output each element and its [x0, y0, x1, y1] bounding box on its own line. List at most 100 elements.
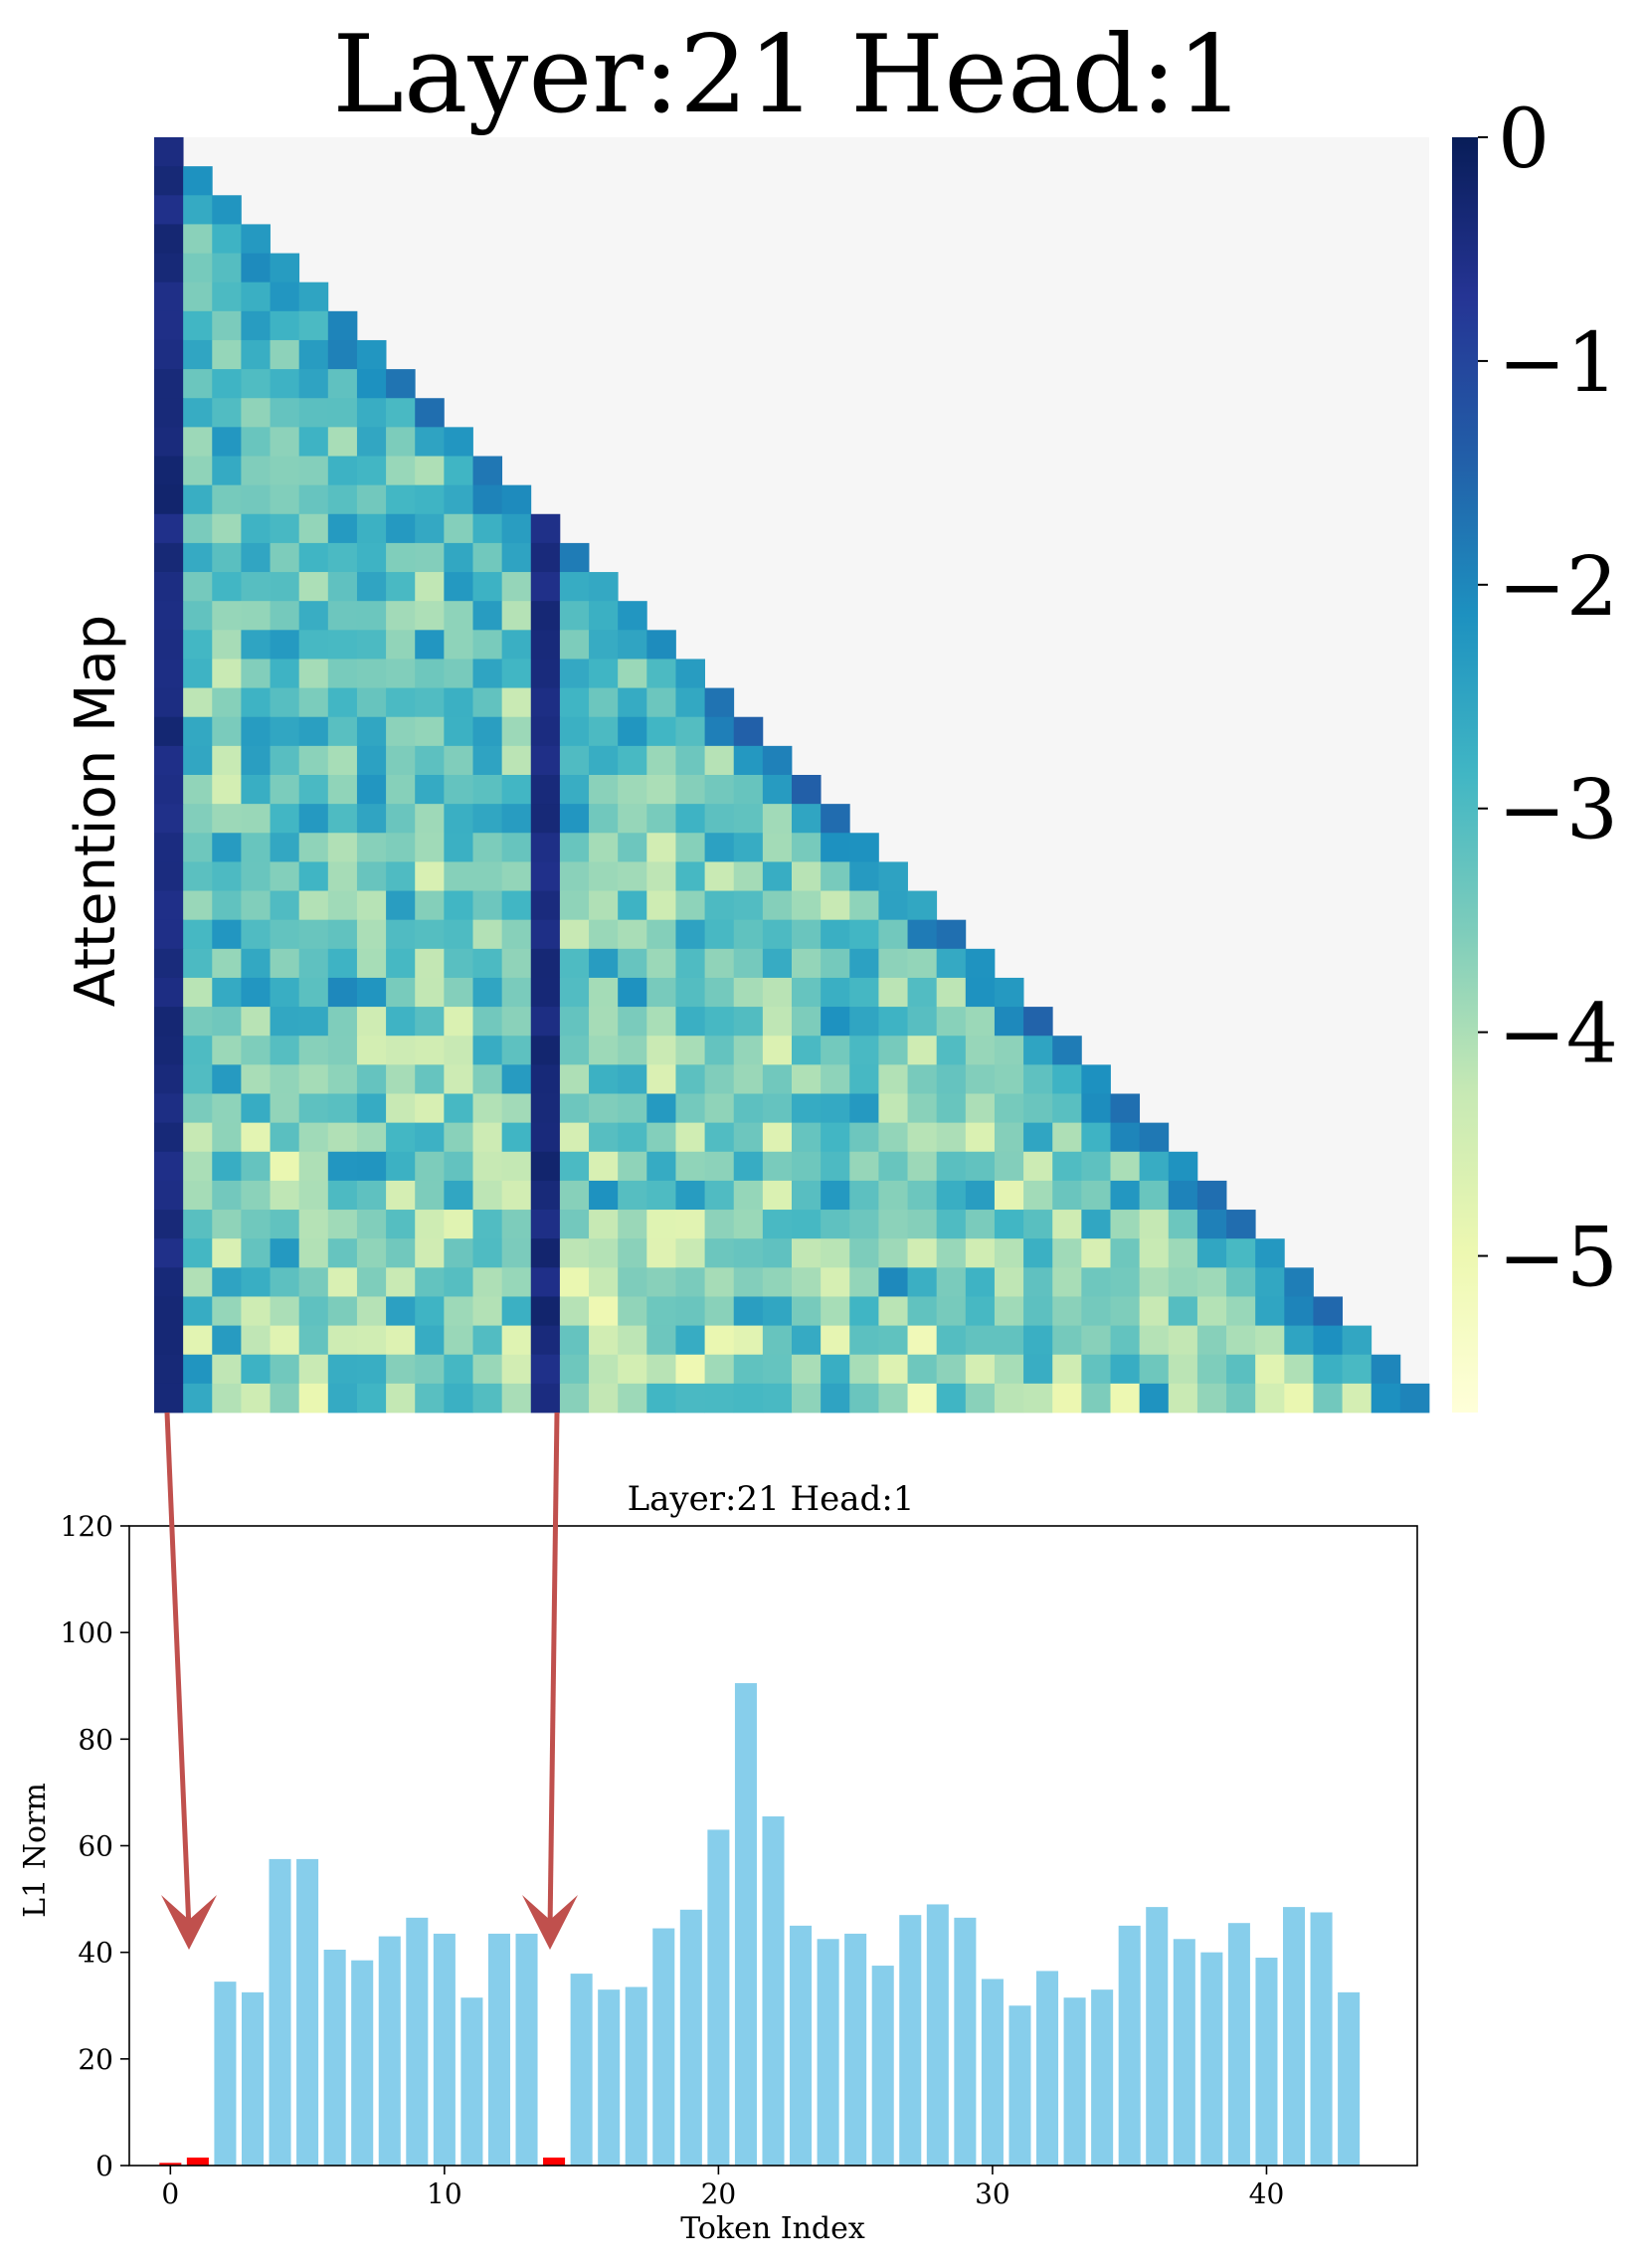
heatmap-cell — [965, 977, 996, 1008]
bar — [1173, 1939, 1195, 2166]
heatmap-cell — [849, 1180, 879, 1211]
heatmap-cell — [1284, 1383, 1314, 1414]
bar — [406, 1917, 429, 2166]
heatmap-cell — [241, 513, 271, 544]
heatmap-cell — [936, 1210, 967, 1239]
heatmap-cell — [646, 687, 676, 718]
heatmap-cell — [356, 398, 387, 428]
heatmap-cell — [444, 1267, 473, 1297]
heatmap-cell — [327, 861, 358, 891]
heatmap-cell — [154, 427, 184, 457]
heatmap-cell — [675, 1180, 705, 1211]
heatmap-cell — [530, 659, 561, 688]
heatmap-cell — [270, 1354, 300, 1385]
heatmap-cell — [241, 282, 271, 312]
heatmap-cell — [327, 339, 358, 370]
heatmap-cell — [530, 977, 561, 1008]
heatmap-cell — [1255, 1267, 1285, 1297]
heatmap-cell — [356, 427, 387, 457]
heatmap-cell — [154, 804, 184, 834]
heatmap-cell — [241, 339, 271, 370]
heatmap-cell — [472, 601, 503, 631]
heatmap-cell — [356, 339, 387, 370]
heatmap-cell — [1196, 1383, 1227, 1414]
heatmap-cell — [618, 630, 647, 660]
heatmap-cell — [733, 1267, 764, 1297]
heatmap-cell — [386, 687, 416, 718]
heatmap-cell — [154, 310, 184, 341]
heatmap-cell — [733, 1238, 764, 1268]
heatmap-cell — [386, 804, 416, 834]
heatmap-cell — [675, 833, 705, 862]
heatmap-cell — [792, 1325, 822, 1356]
heatmap-cell — [183, 1180, 213, 1211]
heatmap-cell — [241, 253, 271, 284]
heatmap-cell — [733, 716, 764, 747]
heatmap-cell — [183, 1383, 213, 1414]
heatmap-cell — [154, 195, 184, 225]
ytick-label: 0 — [95, 2150, 113, 2182]
heatmap-cell — [1081, 1383, 1111, 1414]
bar — [981, 1979, 1004, 2166]
heatmap-cell — [965, 1354, 996, 1385]
heatmap-cell — [762, 1064, 793, 1094]
bar — [598, 1989, 621, 2166]
heatmap-cell — [212, 339, 242, 370]
bar — [1036, 1971, 1059, 2166]
heatmap-cell — [444, 919, 473, 950]
heatmap-cell — [965, 1007, 996, 1037]
heatmap-cell — [530, 804, 561, 834]
heatmap-cell — [762, 1151, 793, 1182]
heatmap-cell — [530, 1267, 561, 1297]
heatmap-cell — [849, 1238, 879, 1268]
heatmap-cell — [704, 1325, 735, 1356]
heatmap-cell — [965, 1064, 996, 1094]
heatmap-cell — [241, 861, 271, 891]
heatmap-cell — [530, 687, 561, 718]
heatmap-cell — [704, 948, 735, 979]
heatmap-cell — [618, 1036, 647, 1065]
heatmap-cell — [298, 775, 329, 805]
heatmap-cell — [386, 1354, 416, 1385]
heatmap-cell — [733, 948, 764, 979]
heatmap-cell — [472, 630, 503, 660]
heatmap-cell — [356, 1151, 387, 1182]
heatmap-cell — [501, 1036, 532, 1065]
heatmap-cell — [472, 1036, 503, 1065]
heatmap-cell — [618, 833, 647, 862]
heatmap-cell — [270, 977, 300, 1008]
heatmap-cell — [501, 1354, 532, 1385]
heatmap-cell — [386, 398, 416, 428]
heatmap-cell — [472, 919, 503, 950]
heatmap-cell — [589, 1093, 619, 1124]
heatmap-cell — [589, 1064, 619, 1094]
heatmap-cell — [1168, 1210, 1198, 1239]
heatmap-cell — [821, 919, 850, 950]
heatmap-cell — [965, 1151, 996, 1182]
heatmap-cell — [994, 1180, 1024, 1211]
heatmap-cell — [472, 687, 503, 718]
heatmap-cell — [559, 1093, 590, 1124]
heatmap-cell — [907, 1151, 938, 1182]
heatmap-cell — [1313, 1354, 1343, 1385]
heatmap-cell — [241, 833, 271, 862]
heatmap-cell — [212, 716, 242, 747]
heatmap-cell — [704, 1064, 735, 1094]
heatmap-cell — [589, 775, 619, 805]
heatmap-cell — [183, 1238, 213, 1268]
heatmap-cell — [704, 687, 735, 718]
heatmap-cell — [589, 716, 619, 747]
heatmap-cell — [270, 282, 300, 312]
heatmap-cell — [327, 1267, 358, 1297]
heatmap-cell — [241, 687, 271, 718]
heatmap-cell — [415, 716, 445, 747]
heatmap-cell — [241, 919, 271, 950]
heatmap-cell — [415, 890, 445, 921]
heatmap-cell — [183, 775, 213, 805]
heatmap-cell — [762, 1122, 793, 1153]
heatmap-cell — [559, 1210, 590, 1239]
heatmap-cell — [356, 1238, 387, 1268]
heatmap-cell — [501, 1151, 532, 1182]
heatmap-cell — [270, 1383, 300, 1414]
heatmap-cell — [994, 1036, 1024, 1065]
